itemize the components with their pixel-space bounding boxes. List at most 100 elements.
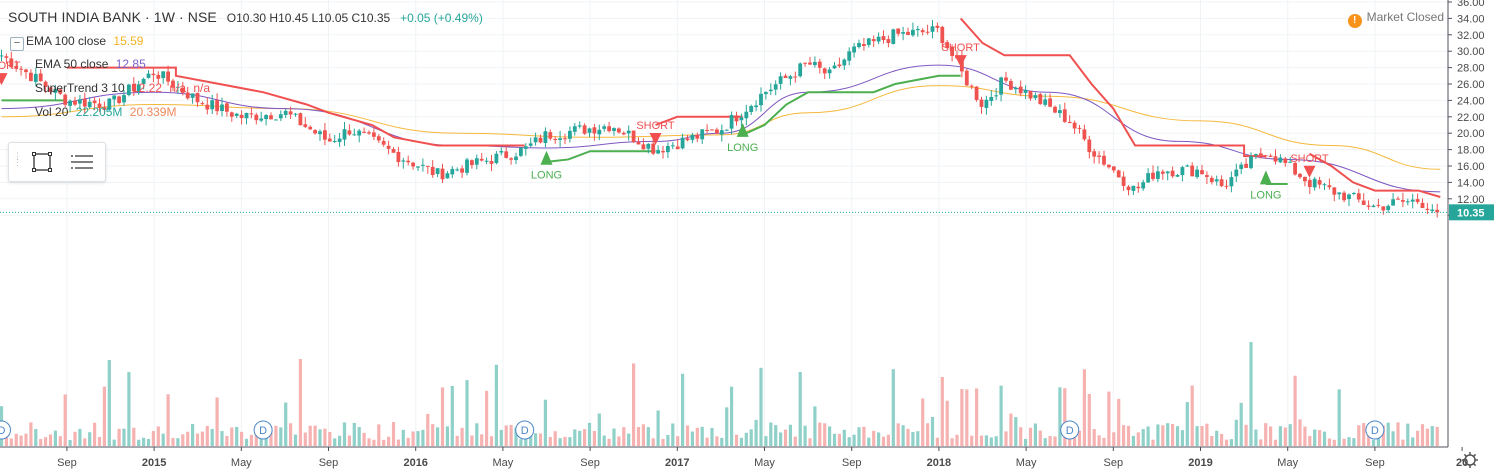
volume-bar xyxy=(857,427,861,446)
candle xyxy=(1332,187,1337,195)
dividend-marker: D xyxy=(253,420,273,440)
volume-bar xyxy=(1396,422,1400,446)
candle xyxy=(1126,186,1131,191)
candle xyxy=(499,151,504,153)
candle xyxy=(1303,176,1307,182)
price-tick-label: 20.00 xyxy=(1457,128,1485,140)
volume-bar xyxy=(1048,435,1052,446)
candle xyxy=(719,130,724,135)
volume-bar xyxy=(960,389,964,446)
volume-bar xyxy=(1308,436,1312,446)
candle xyxy=(1077,127,1082,129)
indicator-supertrend[interactable]: SuperTrend 3 10 12.22 n/a n/a xyxy=(14,81,210,95)
time-tick-label: Sep xyxy=(580,457,600,469)
candle xyxy=(1033,95,1038,99)
volume-bar xyxy=(1224,439,1229,446)
indicator-volume[interactable]: Vol 20 22.205M 20.339M xyxy=(14,105,176,119)
drag-handle-icon[interactable]: ⋮ ⋮ xyxy=(13,151,22,167)
candle xyxy=(744,111,749,119)
volume-bar xyxy=(754,419,758,446)
volume-bar xyxy=(930,417,935,446)
candle xyxy=(48,87,53,92)
rectangle-tool-icon[interactable] xyxy=(31,151,53,173)
candle xyxy=(577,125,582,127)
candle xyxy=(675,146,680,150)
candle xyxy=(1396,198,1400,200)
price-tick-label: 12.00 xyxy=(1457,194,1485,206)
indicator-value: 12.85 xyxy=(115,57,146,71)
object-tree-icon[interactable] xyxy=(69,151,95,173)
candle xyxy=(979,99,984,107)
price-tick-label: 18.00 xyxy=(1457,145,1485,157)
volume-bar xyxy=(1028,427,1033,446)
collapse-indicators-button[interactable]: − xyxy=(10,37,24,51)
volume-bar xyxy=(1269,426,1273,446)
volume-bar xyxy=(88,432,92,446)
volume-bar xyxy=(39,439,43,446)
candle xyxy=(474,158,479,165)
price-tick-label: 22.00 xyxy=(1457,112,1485,124)
supertrend-short-segment xyxy=(959,17,1266,158)
candle xyxy=(254,114,259,121)
volume-bar xyxy=(656,410,660,446)
volume-bar xyxy=(940,376,944,446)
candle xyxy=(827,69,832,74)
candle xyxy=(58,89,63,94)
dividend-circle xyxy=(0,420,11,440)
price-tick-label: 16.00 xyxy=(1457,161,1485,173)
candle xyxy=(852,46,856,53)
candle xyxy=(78,99,82,104)
candle xyxy=(484,160,489,162)
settings-gear-icon[interactable] xyxy=(1462,452,1478,468)
candle xyxy=(1288,161,1293,163)
candle xyxy=(440,168,445,180)
volume-bar xyxy=(950,438,954,446)
dividend-label: D xyxy=(259,425,267,437)
candle xyxy=(1337,192,1342,195)
last-price-badge xyxy=(1449,204,1494,221)
volume-bar xyxy=(328,431,332,446)
volume-bar xyxy=(1019,427,1023,446)
candle xyxy=(1376,204,1381,206)
candle xyxy=(1219,179,1224,187)
candle xyxy=(215,100,219,112)
candle xyxy=(1048,98,1052,107)
candle xyxy=(416,166,420,168)
volume-bar xyxy=(955,434,959,446)
candle xyxy=(362,131,366,133)
long-signal-arrow xyxy=(736,122,749,137)
indicator-ema50[interactable]: EMA 50 close 12.85 xyxy=(14,57,146,71)
volume-bar xyxy=(1337,389,1341,446)
candle xyxy=(239,114,244,119)
candle xyxy=(1263,155,1268,157)
candle xyxy=(891,29,896,44)
candle xyxy=(607,126,611,132)
candle xyxy=(1087,139,1092,153)
volume-bar xyxy=(78,428,82,446)
volume-bar xyxy=(181,434,185,446)
minus-icon: − xyxy=(13,37,21,49)
indicator-label: Vol 20 xyxy=(35,105,69,119)
volume-bar xyxy=(509,424,513,446)
volume-bar xyxy=(93,422,97,446)
volume-bar xyxy=(416,431,420,446)
volume-bar xyxy=(284,402,288,446)
candle xyxy=(670,145,675,147)
price-tick-label: 36.00 xyxy=(1457,0,1485,9)
volume-bar xyxy=(499,429,503,446)
candle xyxy=(568,130,572,139)
volume-bar xyxy=(9,438,13,446)
volume-bar xyxy=(1391,431,1395,446)
indicator-ema100[interactable]: EMA 100 close 15.59 xyxy=(14,34,143,48)
candle xyxy=(705,129,709,131)
volume-bar xyxy=(769,422,773,446)
symbol-title[interactable]: SOUTH INDIA BANK · 1W · NSE xyxy=(8,9,217,25)
volume-bar xyxy=(632,363,636,446)
volume-bar xyxy=(1190,385,1194,446)
candle xyxy=(548,132,553,139)
price-tick-label: 26.00 xyxy=(1457,79,1485,91)
candle xyxy=(1185,165,1190,167)
candle xyxy=(1067,121,1072,123)
volume-bar xyxy=(362,432,366,446)
